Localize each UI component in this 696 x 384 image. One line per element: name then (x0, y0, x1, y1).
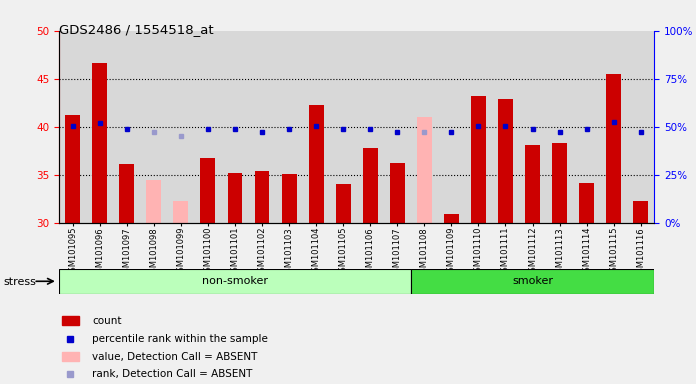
Bar (465, 31, 492, 223)
Text: stress: stress (3, 277, 36, 287)
Bar (438, 31, 465, 223)
Text: percentile rank within the sample: percentile rank within the sample (92, 334, 268, 344)
Bar (525, 145, 540, 223)
Bar (255, 171, 269, 223)
Bar (62, 316, 79, 325)
Bar (552, 143, 567, 223)
Bar (546, 31, 573, 223)
Bar (309, 104, 324, 223)
Bar (248, 31, 276, 223)
Bar (579, 183, 594, 223)
Bar (141, 31, 167, 223)
Text: GDS2486 / 1554518_at: GDS2486 / 1554518_at (59, 23, 214, 36)
Bar (119, 164, 134, 223)
Bar (357, 31, 383, 223)
Bar (59, 31, 86, 223)
Text: non-smoker: non-smoker (202, 276, 268, 286)
Bar (173, 200, 189, 223)
Bar (411, 269, 654, 294)
Bar (221, 31, 248, 223)
Bar (444, 214, 459, 223)
Bar (363, 148, 378, 223)
Bar (492, 31, 519, 223)
Text: rank, Detection Call = ABSENT: rank, Detection Call = ABSENT (92, 369, 252, 379)
Text: value, Detection Call = ABSENT: value, Detection Call = ABSENT (92, 351, 258, 362)
Bar (383, 31, 411, 223)
Bar (200, 158, 215, 223)
Text: count: count (92, 316, 121, 326)
Bar (390, 163, 404, 223)
Bar (519, 31, 546, 223)
Bar (417, 117, 432, 223)
Bar (303, 31, 330, 223)
Bar (335, 184, 351, 223)
Bar (600, 31, 627, 223)
Bar (276, 31, 303, 223)
Bar (330, 31, 357, 223)
Bar (471, 96, 486, 223)
Bar (59, 269, 411, 294)
Bar (93, 63, 107, 223)
Bar (167, 31, 194, 223)
Bar (573, 31, 600, 223)
Bar (606, 74, 621, 223)
Bar (86, 31, 113, 223)
Text: smoker: smoker (512, 276, 553, 286)
Bar (498, 99, 513, 223)
Bar (228, 173, 242, 223)
Bar (627, 31, 654, 223)
Bar (282, 174, 296, 223)
Bar (62, 352, 79, 361)
Bar (65, 115, 80, 223)
Bar (633, 200, 648, 223)
Bar (411, 31, 438, 223)
Bar (113, 31, 141, 223)
Bar (146, 179, 161, 223)
Bar (194, 31, 221, 223)
